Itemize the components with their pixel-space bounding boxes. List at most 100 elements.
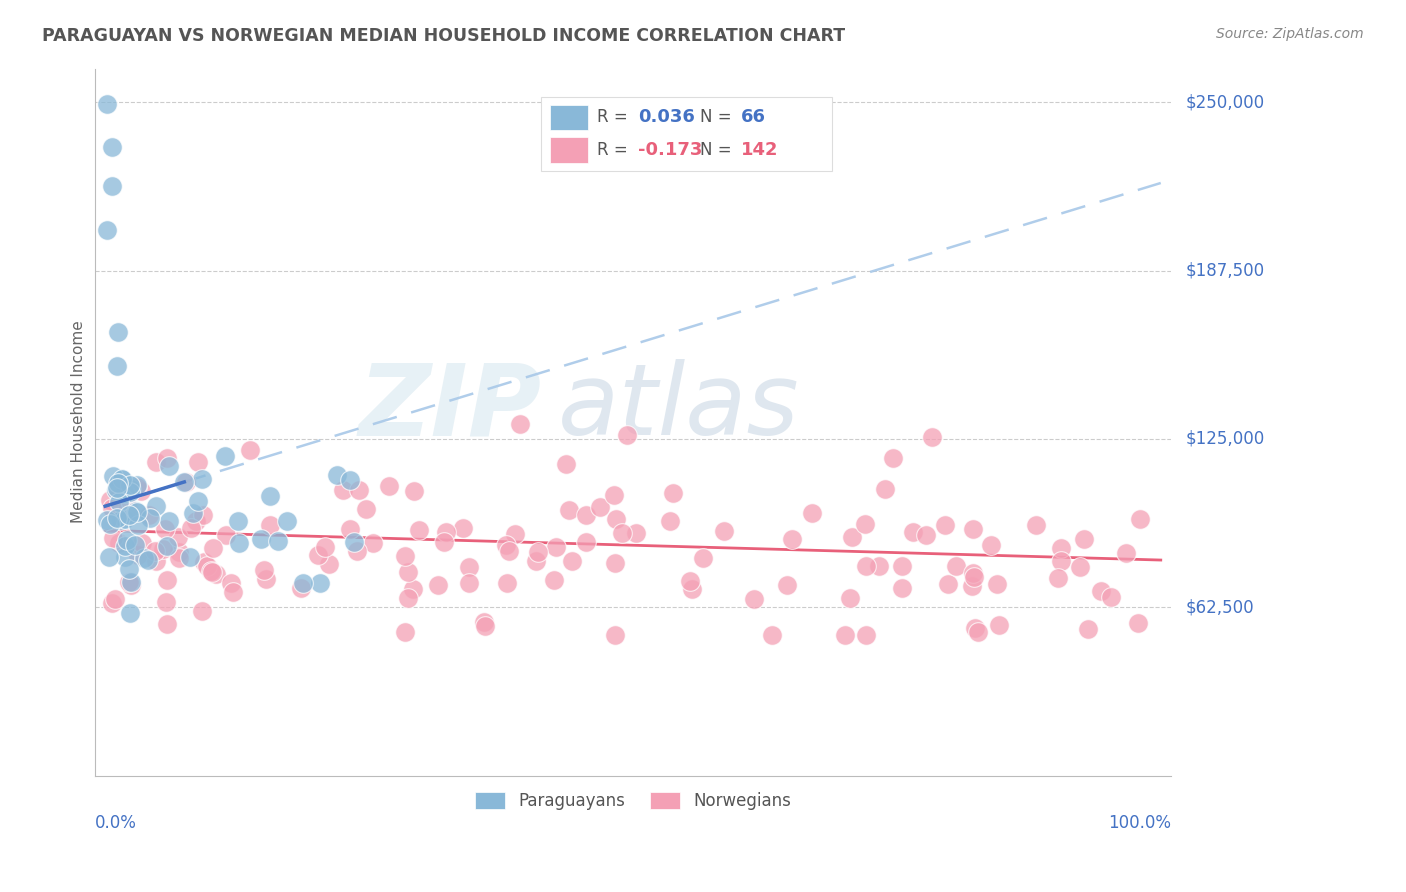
Point (307, 548, 329, 562)
Point (127, 548, 149, 562)
Point (292, 576, 315, 591)
Point (183, 507, 205, 521)
Point (575, 508, 598, 522)
Point (111, 472, 134, 486)
Point (259, 489, 281, 503)
Point (107, 475, 129, 490)
Point (136, 553, 159, 567)
Point (921, 430, 943, 444)
Text: $125,000: $125,000 (1185, 430, 1264, 448)
Point (1069, 559, 1091, 574)
Point (239, 443, 262, 458)
Point (855, 558, 877, 573)
Point (125, 503, 148, 517)
Point (681, 582, 703, 596)
Point (339, 522, 361, 536)
Point (157, 514, 180, 528)
Point (589, 500, 612, 514)
Point (114, 512, 136, 526)
Point (782, 532, 804, 546)
Point (396, 565, 419, 579)
Point (544, 540, 567, 554)
Point (118, 606, 141, 620)
Point (1050, 541, 1073, 555)
Point (120, 482, 142, 496)
Point (204, 566, 226, 581)
Point (332, 483, 354, 498)
Point (498, 544, 520, 558)
Point (495, 538, 517, 552)
Point (742, 592, 765, 607)
Text: N =: N = (700, 141, 731, 159)
Point (988, 617, 1011, 632)
Point (155, 573, 177, 587)
Point (1115, 546, 1137, 560)
Point (427, 578, 450, 592)
Point (605, 512, 627, 526)
Point (938, 577, 960, 591)
Point (111, 472, 134, 486)
Point (505, 527, 527, 541)
Point (114, 539, 136, 553)
Point (107, 325, 129, 339)
Point (624, 526, 647, 541)
Point (145, 500, 167, 514)
Point (114, 485, 136, 500)
Point (226, 514, 249, 528)
Point (101, 596, 124, 610)
Point (179, 550, 201, 565)
Point (575, 535, 598, 549)
Point (118, 478, 141, 492)
Point (97, 549, 120, 564)
Point (801, 506, 824, 520)
Point (193, 555, 215, 569)
Point (169, 544, 191, 558)
Point (105, 483, 128, 498)
Point (962, 522, 984, 536)
Point (875, 482, 897, 496)
Point (558, 503, 581, 517)
Point (343, 535, 366, 549)
Point (713, 524, 735, 539)
Point (156, 616, 179, 631)
Point (610, 525, 633, 540)
Point (1047, 571, 1070, 585)
Point (191, 472, 214, 486)
Point (1077, 622, 1099, 636)
Text: 142: 142 (741, 141, 778, 159)
Point (290, 581, 312, 595)
Point (662, 486, 685, 500)
Point (543, 574, 565, 588)
Point (434, 525, 457, 540)
Point (131, 536, 153, 550)
Text: 0.036: 0.036 (638, 108, 695, 127)
Point (117, 508, 139, 522)
Point (195, 559, 218, 574)
Point (659, 514, 682, 528)
Point (134, 551, 156, 566)
Point (967, 625, 990, 640)
Point (96, 223, 118, 237)
Point (868, 559, 890, 574)
Point (138, 508, 160, 522)
Point (891, 559, 914, 574)
Point (458, 560, 481, 574)
FancyBboxPatch shape (550, 137, 588, 162)
Point (187, 455, 209, 469)
Point (98, 517, 121, 532)
Text: ZIP: ZIP (359, 359, 541, 457)
Point (901, 525, 924, 540)
Point (408, 524, 430, 538)
Text: Source: ZipAtlas.com: Source: ZipAtlas.com (1216, 27, 1364, 41)
Point (118, 484, 141, 499)
Point (120, 577, 142, 591)
Point (250, 532, 273, 546)
Point (679, 574, 702, 589)
Point (855, 628, 877, 642)
Point (509, 417, 531, 431)
Point (125, 478, 148, 492)
Point (326, 468, 349, 483)
Point (356, 501, 378, 516)
Point (114, 549, 136, 564)
Point (314, 540, 336, 554)
